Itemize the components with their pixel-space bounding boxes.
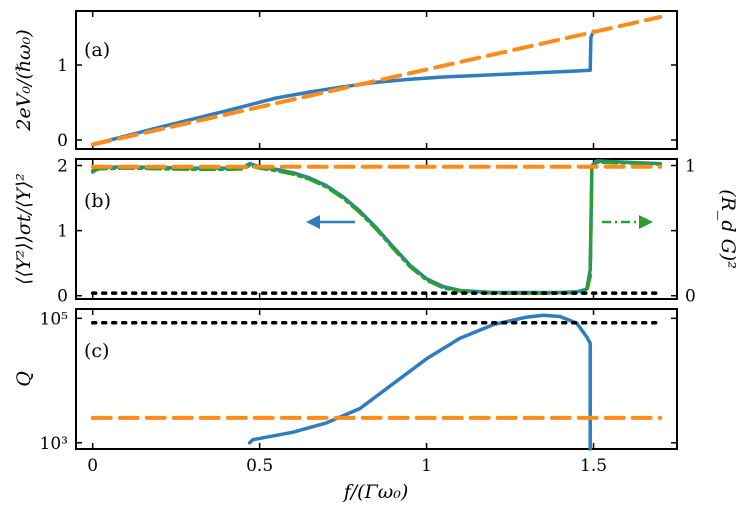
panel-c-frame xyxy=(75,308,678,450)
series-line xyxy=(90,15,663,147)
panel-b-label: (b) xyxy=(84,190,111,212)
ytick-label: 1 xyxy=(57,56,68,76)
xtick-label: 1.5 xyxy=(580,456,607,476)
ytick-label: 1 xyxy=(57,222,68,242)
ytick-label-right: 0 xyxy=(685,287,696,307)
series-line xyxy=(90,29,596,147)
left-arrow-head xyxy=(306,215,320,229)
right-arrow-annotation xyxy=(602,215,653,229)
panel-c-label: (c) xyxy=(84,340,109,362)
ytick-label: 0 xyxy=(57,131,68,151)
panel-b-ylabel-right: (R_d G)² xyxy=(717,189,739,269)
series-line xyxy=(90,160,663,295)
ytick-label: 2 xyxy=(57,157,68,177)
panel-a-ylabel: 2eV₀/(ℏω₀) xyxy=(13,29,35,131)
x-axis-label: f/(Γω₀) xyxy=(342,481,409,503)
xtick-label: 0 xyxy=(87,456,98,476)
axis-ticks: 0 0.5 1 1.5 0 1 0 1 2 0 1 10³ 10⁵ xyxy=(40,11,696,476)
panel-b-ylabel: ⟨⟨Y²⟩⟩σt/⟨Y⟩² xyxy=(13,173,35,285)
panel-b-frame xyxy=(75,158,678,300)
panel-a-label: (a) xyxy=(84,39,110,61)
ytick-label: 10⁵ xyxy=(40,309,69,329)
xtick-label: 1 xyxy=(421,456,432,476)
ytick-label: 10³ xyxy=(40,434,68,454)
series-line xyxy=(247,313,592,451)
panel-a-frame xyxy=(75,10,678,150)
panel-c-ylabel: Q xyxy=(13,371,35,387)
xtick-label: 0.5 xyxy=(246,456,273,476)
series-line xyxy=(90,159,663,295)
right-arrow-head xyxy=(639,215,653,229)
ytick-label: 0 xyxy=(57,287,68,307)
data-curves xyxy=(90,15,663,451)
ytick-label-right: 1 xyxy=(685,157,696,177)
left-arrow-annotation xyxy=(306,215,355,229)
